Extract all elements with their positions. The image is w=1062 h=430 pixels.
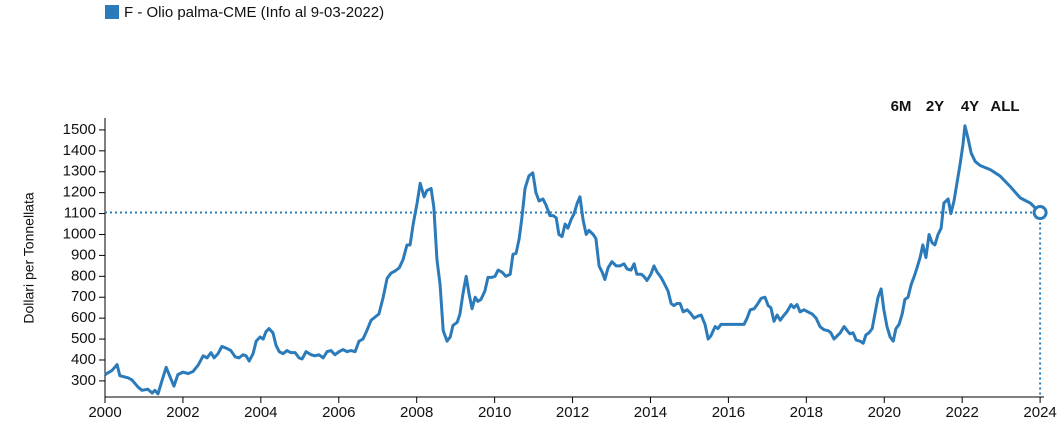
y-tick-label: 300 — [71, 372, 96, 389]
x-tick-label: 2020 — [868, 404, 901, 421]
y-tick-label: 1500 — [63, 121, 96, 138]
range-button[interactable]: ALL — [990, 98, 1019, 115]
y-tick-label: 1400 — [63, 142, 96, 159]
y-tick-label: 500 — [71, 330, 96, 347]
y-tick-label: 900 — [71, 246, 96, 263]
x-tick-label: 2004 — [244, 404, 277, 421]
range-button[interactable]: 6M — [891, 98, 912, 115]
x-tick-label: 2010 — [478, 404, 511, 421]
x-tick-label: 2002 — [166, 404, 199, 421]
y-tick-label: 1300 — [63, 163, 96, 180]
y-tick-label: 400 — [71, 351, 96, 368]
x-tick-label: 2012 — [556, 404, 589, 421]
price-line — [104, 124, 1042, 396]
y-tick-label: 600 — [71, 309, 96, 326]
x-tick-label: 2024 — [1023, 404, 1056, 421]
x-tick-label: 2000 — [88, 404, 121, 421]
x-tick-label: 2018 — [790, 404, 823, 421]
y-tick-label: 1100 — [64, 205, 96, 222]
y-tick-label: 1200 — [63, 184, 96, 201]
x-tick-label: 2016 — [712, 404, 745, 421]
last-point-marker — [1032, 205, 1048, 221]
range-button[interactable]: 2Y — [926, 98, 944, 115]
y-axis-label: Dollari per Tonnellata — [21, 192, 37, 323]
x-tick-label: 2008 — [400, 404, 433, 421]
x-tick-label: 2022 — [945, 404, 978, 421]
x-tick-label: 2014 — [634, 404, 667, 421]
x-tick-label: 2006 — [322, 404, 355, 421]
y-tick-label: 700 — [71, 288, 96, 305]
y-tick-label: 800 — [71, 267, 96, 284]
legend-label: F - Olio palma-CME (Info al 9-03-2022) — [124, 4, 384, 21]
range-button[interactable]: 4Y — [961, 98, 979, 115]
y-tick-label: 1000 — [63, 225, 96, 242]
legend-swatch — [105, 5, 119, 19]
